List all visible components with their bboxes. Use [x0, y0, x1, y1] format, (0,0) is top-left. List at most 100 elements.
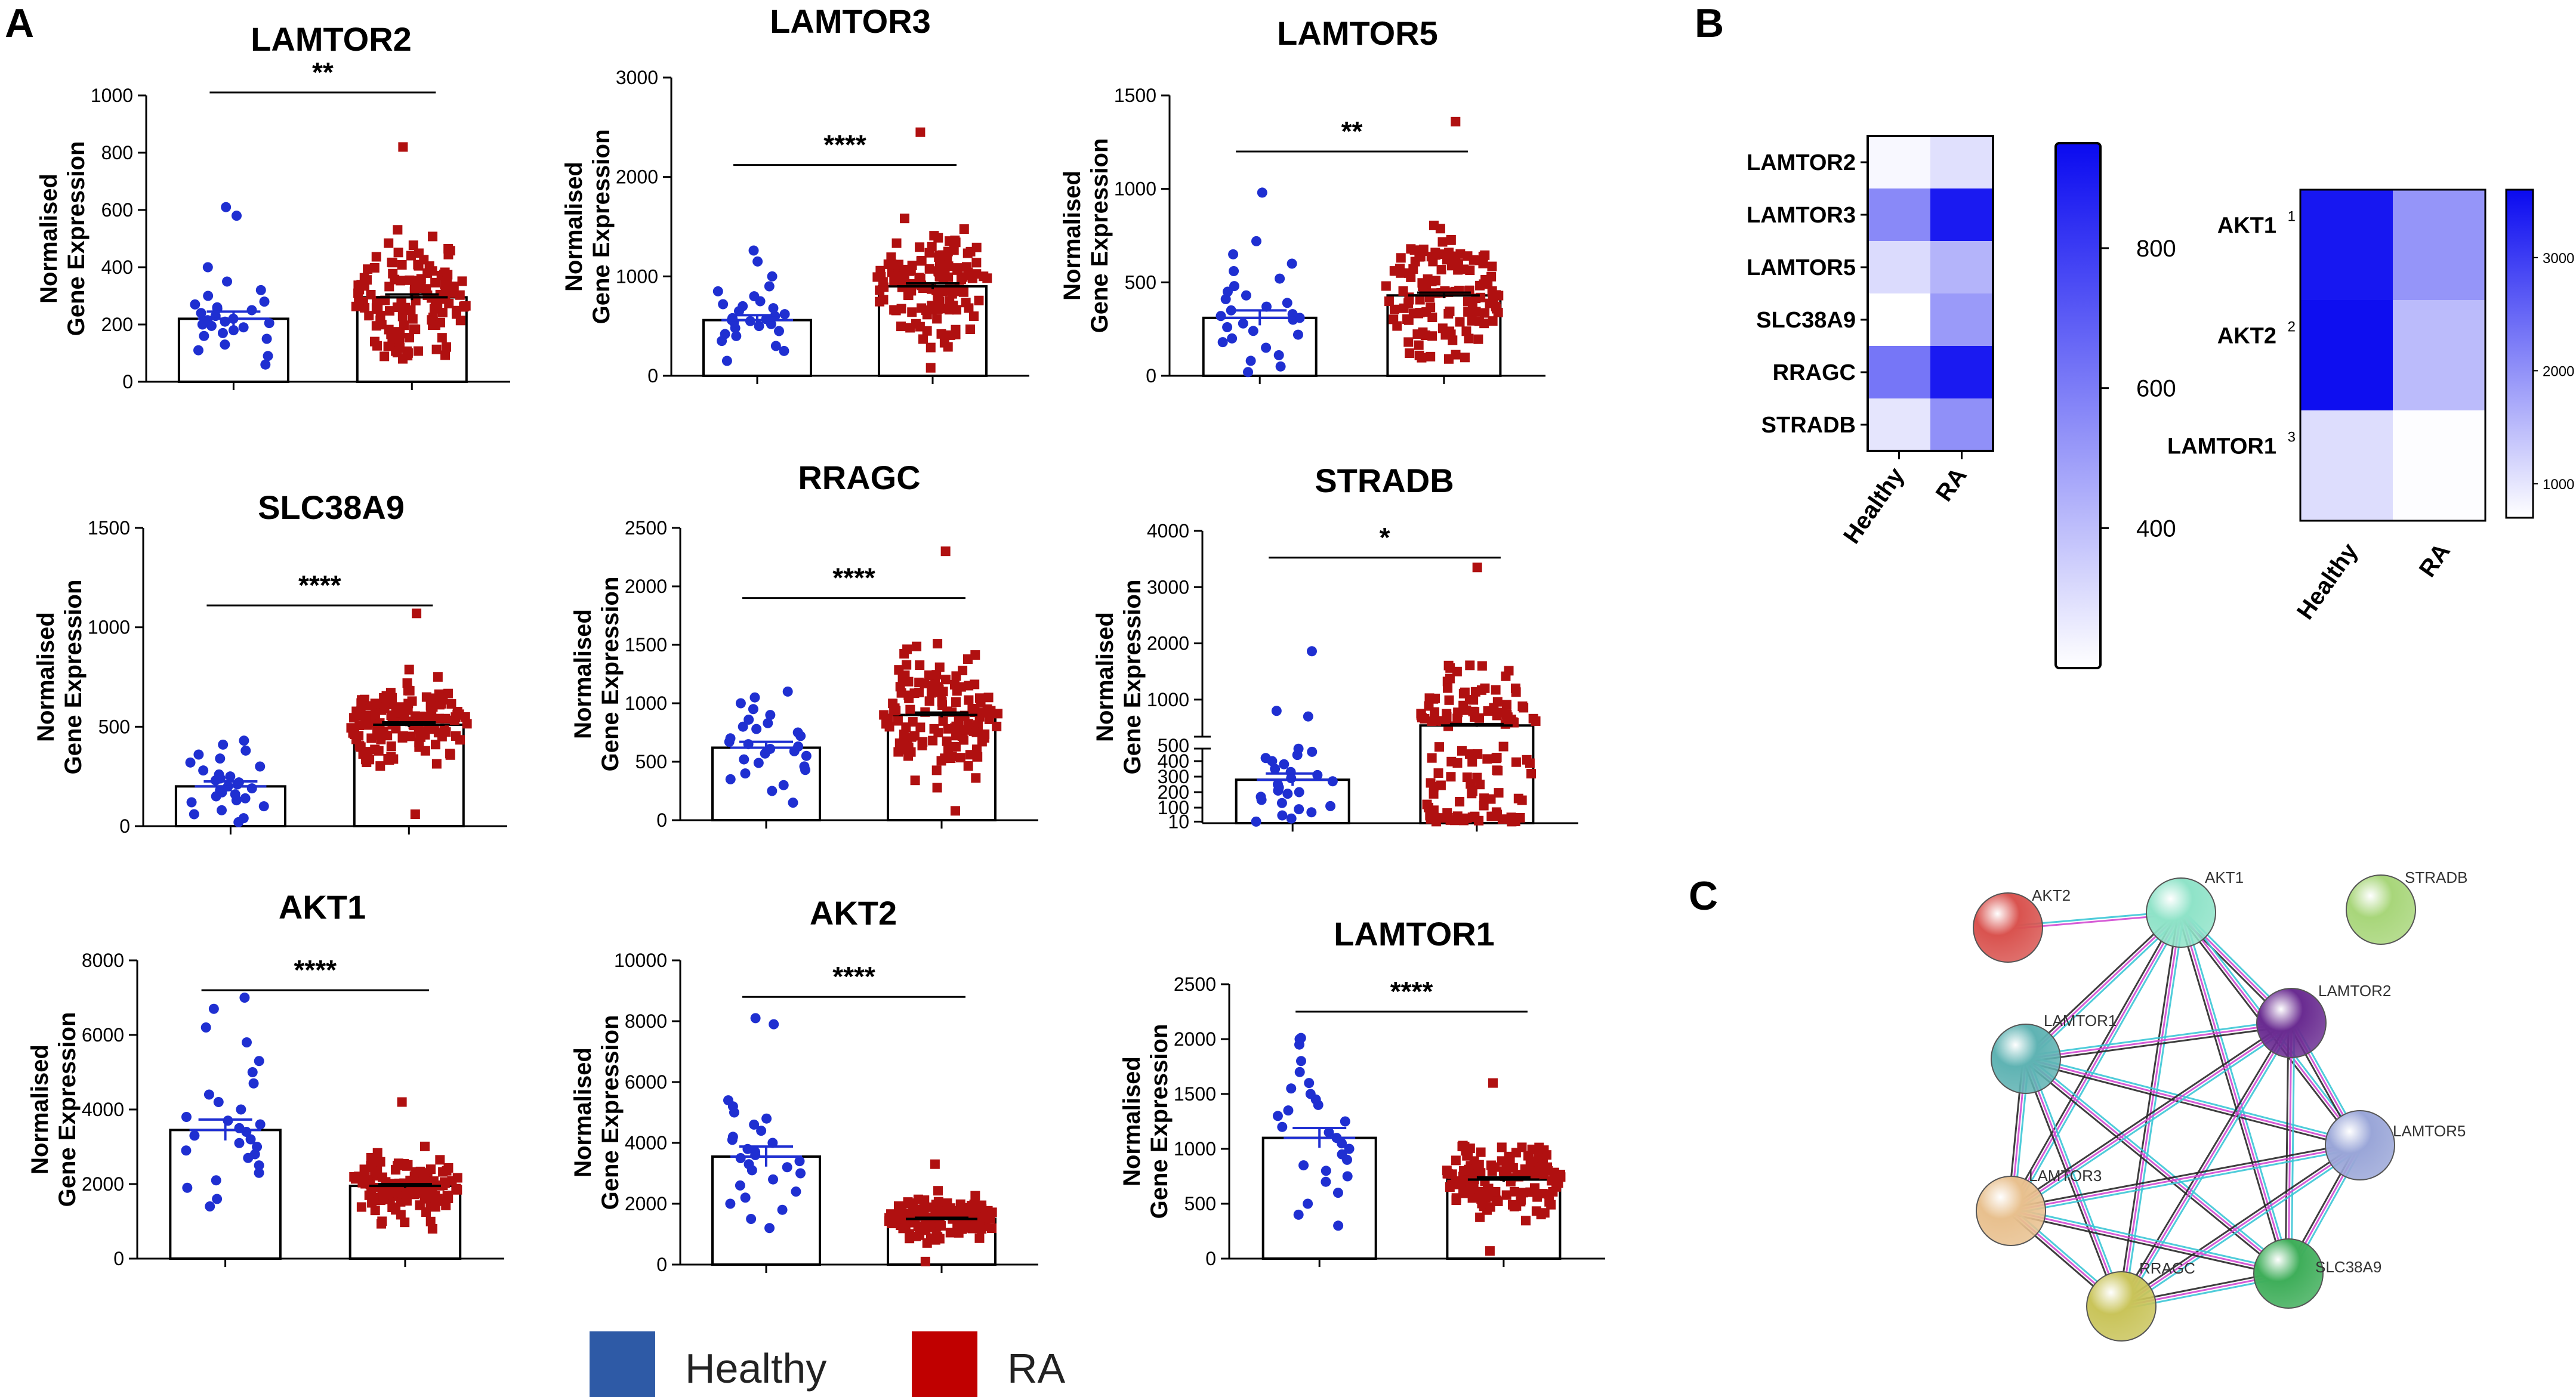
data-point-healthy — [258, 801, 269, 812]
panel-letter-c: C — [1689, 873, 1718, 919]
data-point-healthy — [1229, 281, 1239, 292]
data-point-ra — [1436, 780, 1446, 790]
data-point-ra — [1404, 295, 1414, 305]
data-point-ra — [1501, 1190, 1511, 1200]
y-axis-label: NormalisedGene Expression — [570, 1015, 624, 1210]
data-point-ra — [1451, 1155, 1461, 1166]
data-point-healthy — [779, 345, 789, 356]
data-point-ra — [374, 746, 384, 756]
y-axis-label-line: Gene Expression — [63, 141, 90, 336]
data-point-ra — [983, 693, 994, 703]
data-point-ra — [1474, 255, 1485, 265]
data-point-ra — [1505, 1155, 1515, 1166]
data-point-ra — [446, 699, 456, 709]
data-point-ra — [1544, 1189, 1554, 1199]
data-point-ra — [1408, 264, 1418, 274]
data-point-healthy — [1272, 779, 1283, 790]
network-edge — [2123, 1024, 2295, 1309]
data-point-ra — [1455, 317, 1465, 327]
data-point-healthy — [1282, 298, 1292, 308]
data-point-ra — [1473, 334, 1483, 344]
data-point-ra — [387, 258, 397, 268]
data-point-ra — [452, 1173, 462, 1183]
data-point-healthy — [236, 1104, 246, 1115]
y-tick-label: 0 — [119, 815, 130, 837]
data-point-ra — [926, 688, 936, 698]
data-point-healthy — [212, 302, 223, 313]
y-tick-label: 4000 — [625, 1132, 667, 1154]
data-point-ra — [1551, 1182, 1561, 1192]
data-point-ra — [1445, 663, 1455, 673]
data-point-ra — [1483, 1185, 1493, 1195]
data-point-ra — [349, 713, 359, 723]
data-point-ra — [1445, 1182, 1455, 1192]
data-point-ra — [1463, 296, 1473, 307]
data-point-ra — [438, 1180, 448, 1190]
data-point-ra — [924, 264, 934, 274]
data-point-ra — [1455, 797, 1465, 807]
data-point-ra — [903, 290, 913, 300]
data-point-healthy — [748, 704, 758, 715]
data-point-ra — [413, 346, 423, 356]
data-point-ra — [1433, 768, 1443, 778]
data-point-ra — [390, 274, 400, 285]
data-point-ra — [943, 724, 953, 734]
data-point-healthy — [744, 714, 754, 725]
data-point-ra — [1459, 815, 1469, 826]
data-point-healthy — [214, 769, 224, 780]
data-point-healthy — [1344, 1143, 1355, 1154]
data-point-ra — [384, 755, 394, 765]
data-point-ra — [445, 749, 455, 759]
y-axis-label: NormalisedGene Expression — [36, 141, 90, 336]
data-point-ra — [1464, 695, 1474, 705]
data-point-healthy — [241, 1037, 252, 1047]
data-point-healthy — [208, 1003, 219, 1014]
data-point-ra — [911, 1231, 921, 1241]
data-point-ra — [984, 714, 994, 724]
data-point-ra — [1460, 353, 1470, 363]
y-tick-label: 400 — [101, 256, 133, 278]
data-point-ra — [1483, 706, 1493, 716]
data-point-healthy — [1286, 1083, 1297, 1094]
heatmap-cell — [1930, 188, 1993, 241]
y-tick-label: 400 — [1158, 750, 1189, 772]
heatmap-row-label: STRADB — [1761, 413, 1856, 438]
data-point-ra — [963, 761, 973, 771]
data-point-healthy — [1272, 1111, 1283, 1121]
data-point-healthy — [764, 1223, 775, 1234]
data-point-ra — [1429, 789, 1439, 799]
network-edge — [2025, 1058, 2289, 1275]
y-tick-label: 2000 — [625, 1193, 667, 1214]
heatmap-row-label: AKT1 — [2217, 214, 2276, 239]
data-point-ra — [924, 670, 934, 680]
data-point-ra — [380, 703, 390, 713]
data-point-healthy — [725, 733, 736, 744]
data-point-ra — [1479, 279, 1489, 289]
y-tick-label: 8000 — [82, 950, 124, 971]
axis-break — [1190, 737, 1214, 749]
data-point-ra — [430, 1202, 440, 1212]
data-point-ra — [427, 1224, 437, 1234]
data-point-healthy — [744, 1159, 754, 1170]
data-point-healthy — [764, 281, 775, 292]
data-point-ra — [455, 735, 465, 745]
data-point-ra — [1442, 712, 1452, 722]
data-point-healthy — [1304, 1078, 1315, 1089]
data-point-ra — [980, 729, 990, 739]
network-edge — [2287, 1022, 2293, 1274]
data-point-healthy — [1248, 326, 1258, 336]
data-point-ra — [1389, 304, 1399, 314]
network-edge — [2025, 1061, 2360, 1149]
y-tick-label: 600 — [101, 199, 133, 221]
data-point-ra — [1463, 1175, 1473, 1185]
heatmap-row-label: LAMTOR5 — [1747, 255, 1856, 280]
data-point-ra — [411, 1167, 421, 1177]
data-point-ra — [452, 1185, 462, 1195]
chart-title: SLC38A9 — [258, 489, 405, 526]
data-point-ra — [1467, 757, 1477, 767]
data-point-ra — [935, 272, 945, 282]
data-point-ra — [1519, 703, 1529, 713]
data-point-healthy — [211, 1175, 221, 1186]
data-point-ra — [383, 341, 393, 351]
data-point-ra — [1482, 754, 1492, 764]
